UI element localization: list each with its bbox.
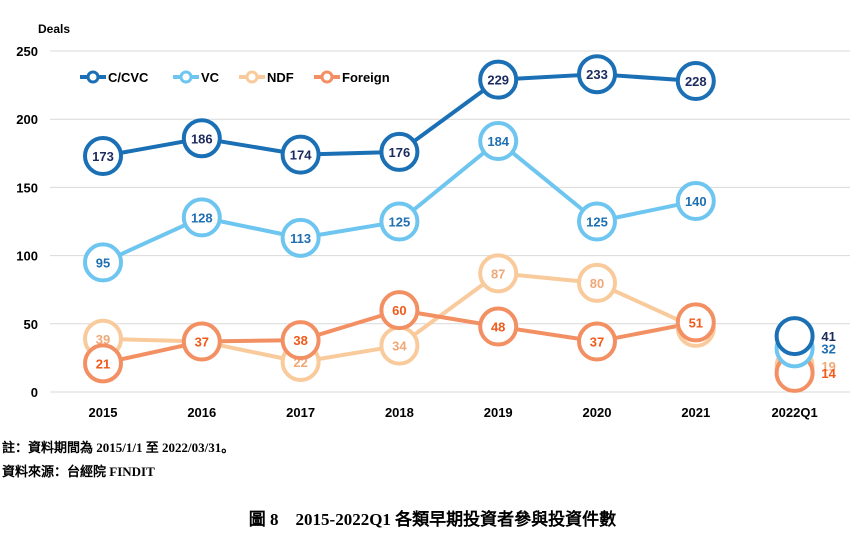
data-point-c-cvc: [181, 118, 222, 159]
data-label-foreign: 37: [195, 335, 209, 350]
y-axis-ticks: 0 50 100 150 200 250: [16, 44, 38, 400]
x-axis-ticks: 2015 2016 2017 2018 2019 2020 2021 2022Q1: [89, 405, 818, 420]
data-label-c-cvc: 186: [191, 131, 213, 146]
data-label-c-cvc: 174: [290, 148, 312, 163]
data-point-c-cvc: [379, 131, 420, 172]
y-tick-label: 50: [24, 317, 38, 332]
data-label-foreign: 60: [392, 303, 406, 318]
data-point-c-cvc: [478, 59, 519, 100]
data-point-foreign: [478, 306, 519, 347]
series-layer: 3937223487804719213738604837511495128113…: [83, 54, 837, 393]
gridlines: [50, 50, 850, 393]
data-period-note: 註：資料期間為 2015/1/1 至 2022/03/31。: [2, 440, 235, 455]
data-label-c-cvc: 228: [685, 74, 707, 89]
data-source-note: 資料來源：台經院 FINDIT: [2, 464, 155, 479]
data-label-c-cvc: 233: [586, 67, 608, 82]
legend-label-c-cvc: C/CVC: [108, 70, 149, 85]
y-tick-label: 200: [16, 112, 38, 127]
figure-caption: 圖 8 2015-2022Q1 各類早期投資者參與投資件數: [248, 510, 617, 529]
data-point-vc: [675, 181, 716, 222]
legend-marker-ndf: [245, 70, 259, 84]
data-label-ndf: 87: [491, 266, 505, 281]
data-point-c-cvc: [774, 316, 815, 357]
data-point-ndf: [478, 253, 519, 294]
x-tick-label: 2019: [484, 405, 513, 420]
legend-marker-foreign: [320, 70, 334, 84]
data-label-foreign: 21: [96, 356, 110, 371]
data-point-foreign: [280, 320, 321, 361]
x-tick-label: 2018: [385, 405, 414, 420]
data-label-vc: 140: [685, 194, 707, 209]
data-point-foreign: [181, 321, 222, 362]
data-point-foreign: [379, 290, 420, 331]
data-label-vc: 32: [821, 341, 835, 356]
data-point-vc: [83, 242, 123, 283]
data-point-c-cvc: [83, 136, 123, 177]
data-label-ndf: 34: [392, 339, 407, 354]
y-tick-label: 0: [31, 385, 38, 400]
data-point-c-cvc: [577, 54, 617, 95]
data-point-vc: [280, 217, 321, 258]
data-label-vc: 113: [290, 231, 311, 246]
y-tick-label: 150: [16, 180, 38, 195]
y-tick-label: 100: [16, 249, 38, 264]
data-point-c-cvc: [280, 134, 321, 175]
data-label-c-cvc: 41: [821, 329, 835, 344]
data-point-vc: [577, 201, 617, 242]
data-label-ndf: 39: [96, 332, 110, 347]
data-label-vc: 125: [586, 215, 608, 230]
data-point-vc: [478, 121, 519, 162]
data-point-foreign: [675, 302, 716, 343]
x-tick-label: 2015: [89, 405, 118, 420]
data-label-foreign: 48: [491, 320, 505, 335]
data-label-vc: 184: [487, 134, 509, 149]
data-label-ndf: 80: [590, 276, 604, 291]
data-point-ndf: [577, 262, 617, 303]
legend: C/CVC VC NDF Foreign: [80, 70, 390, 85]
data-label-foreign: 37: [590, 335, 604, 350]
legend-label-ndf: NDF: [267, 70, 294, 85]
x-tick-label: 2022Q1: [771, 405, 817, 420]
data-label-c-cvc: 229: [487, 73, 509, 88]
y-axis-label: Deals: [38, 22, 70, 36]
data-label-foreign: 14: [821, 366, 836, 381]
legend-marker-vc: [179, 70, 193, 84]
data-point-foreign: [577, 321, 617, 362]
legend-marker-c-cvc: [86, 70, 100, 84]
x-tick-label: 2021: [681, 405, 710, 420]
data-label-vc: 128: [191, 210, 213, 225]
data-label-c-cvc: 173: [92, 149, 114, 164]
data-point-vc: [379, 201, 420, 242]
legend-label-vc: VC: [201, 70, 220, 85]
data-label-foreign: 51: [689, 315, 703, 330]
data-label-vc: 125: [389, 215, 411, 230]
data-label-vc: 95: [96, 255, 110, 270]
data-point-vc: [181, 197, 222, 238]
data-label-ndf: 19: [821, 359, 835, 374]
legend-label-foreign: Foreign: [342, 70, 390, 85]
data-point-c-cvc: [675, 61, 716, 102]
x-tick-label: 2020: [583, 405, 612, 420]
y-tick-label: 250: [16, 44, 38, 59]
x-tick-label: 2016: [187, 405, 216, 420]
x-tick-label: 2017: [286, 405, 315, 420]
data-point-foreign: [83, 343, 123, 384]
data-label-c-cvc: 176: [389, 145, 411, 160]
data-label-foreign: 38: [293, 333, 307, 348]
